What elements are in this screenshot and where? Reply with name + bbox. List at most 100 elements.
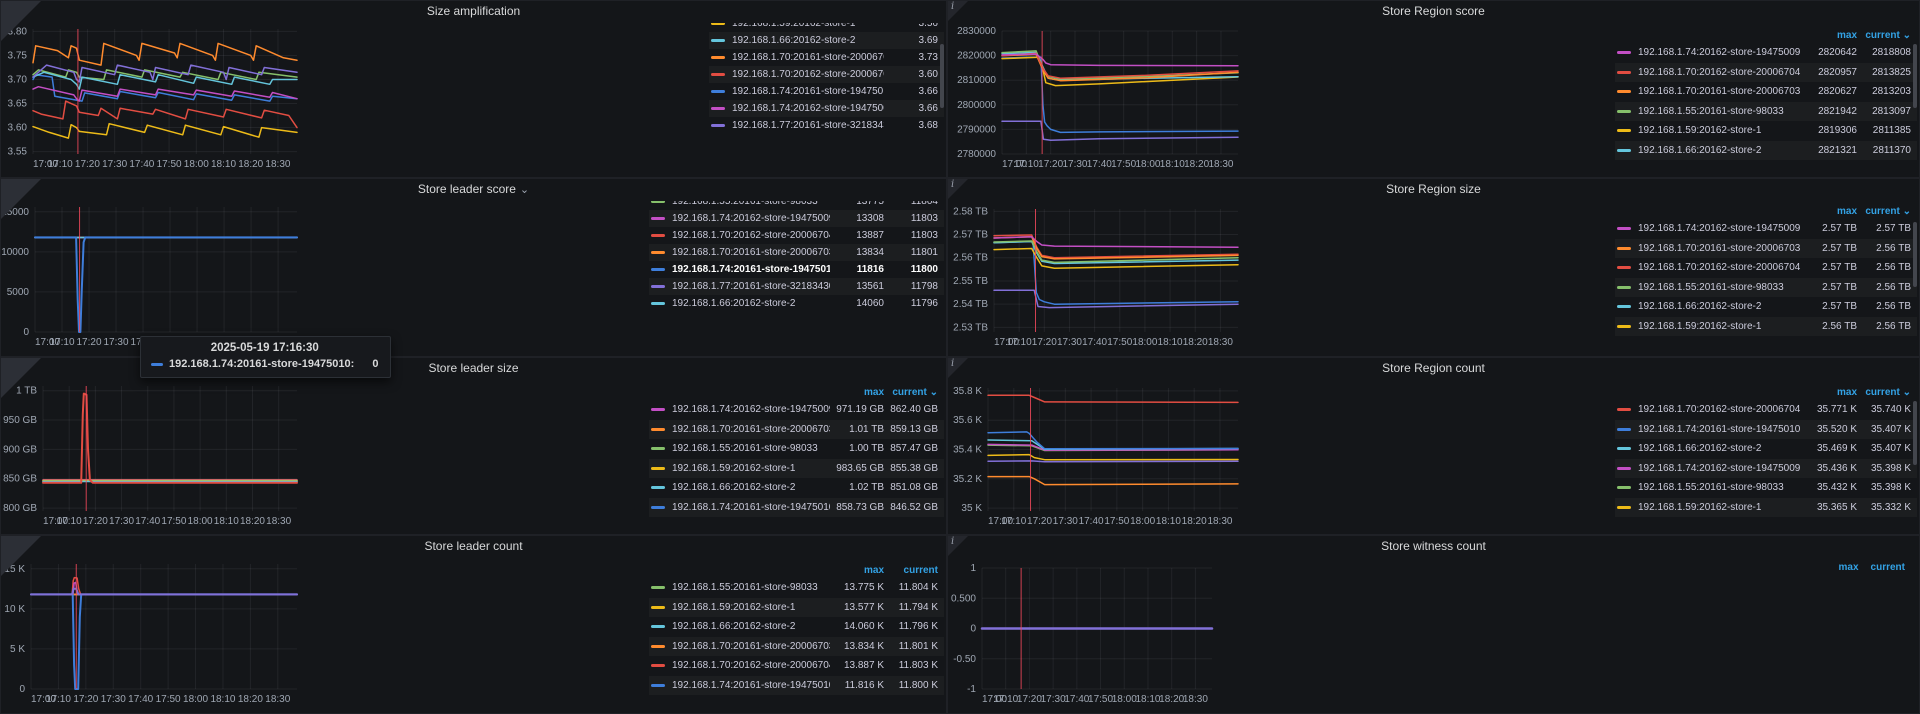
legend-series-name[interactable]: 192.168.1.55:20161-store-98033	[672, 201, 818, 207]
legend-series-name[interactable]: 192.168.1.70:20162-store-20006704	[1638, 66, 1801, 78]
legend-series-value: 2.56 TB	[1876, 262, 1911, 274]
panel-title-store-leader-count[interactable]: Store leader count	[1, 539, 946, 553]
legend-series-name[interactable]: 192.168.1.74:20162-store-19475009	[1638, 47, 1801, 59]
legend-series-value: 3.60	[918, 69, 938, 80]
legend-series-name[interactable]: 192.168.1.66:20162-store-2	[732, 35, 856, 46]
legend-row: 192.168.1.66:20162-store-2 2821321 2811370	[1615, 140, 1917, 160]
series-color-dash	[651, 285, 665, 288]
legend-series-name[interactable]: 192.168.1.59:20162-store-1	[1638, 320, 1762, 332]
chart-store-region-size[interactable]: 2.53 TB 2.54 TB 2.55 TB 2.56 TB 2.57 TB 2.58 …	[948, 199, 1248, 349]
chart-store-leader-score[interactable]: 05000100001500017:0017:1017:2017:3017:40…	[1, 199, 301, 349]
panel-title-store-leader-score[interactable]: Store leader score ⌄	[1, 182, 946, 196]
legend-series-name[interactable]: 192.168.1.55:20161-store-98033	[672, 443, 818, 455]
legend-series-name[interactable]: 192.168.1.70:20161-store-20006703	[672, 423, 830, 435]
legend-series-value: 35.398 K	[1870, 462, 1911, 474]
series-color-dash	[1617, 148, 1631, 152]
series-color-dash	[651, 268, 665, 271]
legend-series-value: 13.887 K	[843, 660, 884, 672]
svg-text:17:50: 17:50	[157, 159, 182, 170]
legend-series-name[interactable]: 192.168.1.77:20161-store-32183430	[732, 120, 884, 131]
legend-row: 192.168.1.55:20161-store-98033 13775 11804	[649, 201, 944, 210]
legend-series-name[interactable]: 192.168.1.70:20162-store-20006704	[1638, 404, 1801, 416]
legend-series-name[interactable]: 192.168.1.70:20161-store-20006703	[672, 247, 830, 258]
legend-series-name[interactable]: 192.168.1.70:20161-store-20006703	[672, 640, 830, 652]
legend-series-name[interactable]: 192.168.1.55:20161-store-98033	[1638, 105, 1784, 117]
legend-store-region-size: max current ⌄ 192.168.1.74:20162-store-194…	[1615, 201, 1917, 354]
panel-title-store-leader-size[interactable]: Store leader size	[1, 361, 946, 375]
legend-series-name[interactable]: 192.168.1.66:20162-store-2	[1638, 443, 1762, 455]
panel-title-store-witness-count[interactable]: Store witness count	[948, 539, 1919, 553]
legend-series-name[interactable]: 192.168.1.59:20162-store-1	[1638, 501, 1762, 513]
legend-row: 192.168.1.66:20162-store-2 14060 11796	[649, 295, 944, 312]
legend-header-current[interactable]: current ⌄	[1865, 29, 1911, 41]
legend-series-name[interactable]: 192.168.1.74:20161-store-19475010	[672, 679, 830, 691]
legend-header-current[interactable]: current ⌄	[1865, 205, 1911, 217]
legend-series-name[interactable]: 192.168.1.74:20162-store-19475009	[672, 404, 830, 416]
legend-series-value: 14060	[856, 298, 884, 309]
legend-series-name[interactable]: 192.168.1.55:20161-store-98033	[1638, 281, 1784, 293]
legend-series-name[interactable]: 192.168.1.74:20161-store-19475010	[672, 501, 830, 513]
legend-series-name[interactable]: 192.168.1.74:20162-store-19475009	[672, 213, 830, 224]
svg-text:17:30: 17:30	[102, 159, 127, 170]
legend-store-region-count: max current ⌄ 192.168.1.70:20162-store-200…	[1615, 380, 1917, 532]
info-icon[interactable]: i	[948, 1, 968, 21]
legend-header-current[interactable]: current ⌄	[892, 386, 938, 398]
legend-series-name[interactable]: 192.168.1.59:20162-store-1	[732, 23, 856, 29]
legend-series-name[interactable]: 192.168.1.70:20161-store-20006703	[1638, 242, 1801, 254]
legend-series-name[interactable]: 192.168.1.59:20162-store-1	[1638, 125, 1762, 137]
legend-header-current[interactable]: current	[903, 564, 938, 576]
legend-series-name[interactable]: 192.168.1.74:20161-store-19475010	[672, 264, 830, 275]
panel-title-store-region-score[interactable]: Store Region score	[948, 4, 1919, 18]
legend-series-name[interactable]: 192.168.1.70:20162-store-20006704	[672, 660, 830, 672]
legend-series-name[interactable]: 192.168.1.70:20161-store-20006703	[732, 52, 884, 63]
legend-header-max[interactable]: max	[863, 386, 884, 398]
legend-series-name[interactable]: 192.168.1.55:20161-store-98033	[1638, 482, 1784, 494]
legend-series-name[interactable]: 192.168.1.66:20162-store-2	[672, 621, 796, 633]
legend-series-name[interactable]: 192.168.1.70:20162-store-20006704	[1638, 262, 1801, 274]
legend-header-max[interactable]: max	[1836, 386, 1857, 398]
chart-store-region-score[interactable]: 2780000 2790000 2800000 2810000 2820000 28300…	[948, 21, 1248, 171]
info-icon[interactable]: i	[948, 536, 968, 556]
panel-title-store-region-size[interactable]: Store Region size	[948, 182, 1919, 196]
legend-series-name[interactable]: 192.168.1.70:20162-store-20006704	[672, 230, 830, 241]
legend-series-name[interactable]: 192.168.1.74:20162-store-19475009	[732, 103, 884, 114]
legend-header-max[interactable]: max	[1838, 562, 1859, 573]
legend-series-name[interactable]: 192.168.1.74:20161-store-19475010	[732, 86, 884, 97]
legend-series-name[interactable]: 192.168.1.74:20161-store-19475010	[1638, 423, 1801, 435]
series-color-dash	[651, 644, 665, 648]
legend-series-value: 2821321	[1818, 144, 1857, 156]
legend-header-current[interactable]: current ⌄	[1865, 386, 1911, 398]
legend-series-name[interactable]: 192.168.1.70:20162-store-20006704	[732, 69, 884, 80]
legend-series-name[interactable]: 192.168.1.74:20162-store-19475009	[1638, 223, 1801, 235]
legend-series-value: 35.436 K	[1816, 462, 1857, 474]
legend-series-name[interactable]: 192.168.1.66:20162-store-2	[672, 482, 796, 494]
legend-series-name[interactable]: 192.168.1.70:20161-store-20006703	[1638, 86, 1801, 98]
legend-series-name[interactable]: 192.168.1.77:20161-store-32183430	[672, 281, 830, 292]
panel-title-size-amplification[interactable]: Size amplification	[1, 4, 946, 18]
legend-series-name[interactable]: 192.168.1.74:20162-store-19475009	[1638, 462, 1801, 474]
legend-header-current[interactable]: current	[1870, 562, 1905, 573]
legend-series-name[interactable]: 192.168.1.55:20161-store-98033	[672, 582, 818, 594]
chart-store-witness-count[interactable]: -1-0.5000.500117:0017:1017:2017:3017:401…	[948, 556, 1248, 706]
legend-series-name[interactable]: 192.168.1.66:20162-store-2	[672, 298, 796, 309]
svg-text:35 K: 35 K	[961, 503, 982, 514]
legend-series-name[interactable]: 192.168.1.66:20162-store-2	[1638, 144, 1762, 156]
series-color-dash	[1617, 266, 1631, 270]
legend-series-name[interactable]: 192.168.1.59:20162-store-1	[672, 462, 796, 474]
svg-text:950 GB: 950 GB	[3, 415, 37, 426]
legend-header-max[interactable]: max	[1836, 29, 1857, 41]
legend-header-max[interactable]: max	[1836, 205, 1857, 217]
info-icon[interactable]: i	[948, 179, 968, 199]
legend-row: 192.168.1.77:20161-store-32183430 3.68	[709, 117, 944, 134]
panel-title-store-region-count[interactable]: Store Region count	[948, 361, 1919, 375]
legend-series-name[interactable]: 192.168.1.66:20162-store-2	[1638, 301, 1762, 313]
legend-series-value: 2.56 TB	[1822, 320, 1857, 332]
svg-text:17:40: 17:40	[129, 159, 154, 170]
info-icon[interactable]: i	[948, 358, 968, 378]
legend-header-max[interactable]: max	[863, 564, 884, 576]
legend-series-name[interactable]: 192.168.1.59:20162-store-1	[672, 601, 796, 613]
